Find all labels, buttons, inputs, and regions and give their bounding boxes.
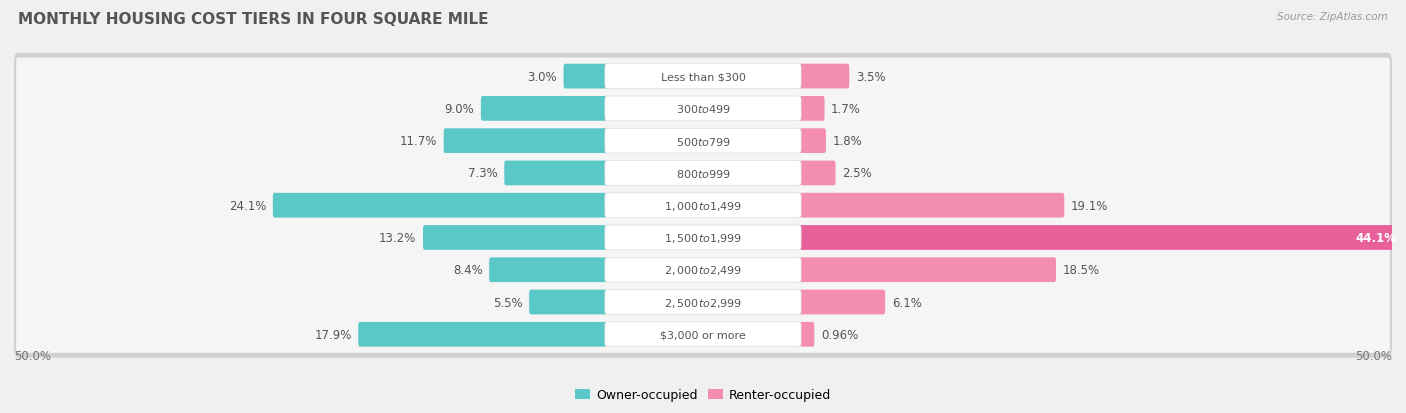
FancyBboxPatch shape [605, 193, 801, 218]
Text: 7.3%: 7.3% [468, 167, 498, 180]
FancyBboxPatch shape [14, 183, 1392, 229]
FancyBboxPatch shape [481, 97, 609, 121]
Text: 3.0%: 3.0% [527, 71, 557, 83]
Text: 1.8%: 1.8% [832, 135, 862, 148]
FancyBboxPatch shape [14, 150, 1392, 197]
FancyBboxPatch shape [564, 64, 609, 89]
Text: 11.7%: 11.7% [399, 135, 437, 148]
Text: $1,500 to $1,999: $1,500 to $1,999 [664, 231, 742, 244]
FancyBboxPatch shape [605, 64, 801, 89]
FancyBboxPatch shape [444, 129, 609, 154]
FancyBboxPatch shape [797, 64, 849, 89]
Text: 50.0%: 50.0% [1355, 349, 1392, 362]
FancyBboxPatch shape [529, 290, 609, 315]
FancyBboxPatch shape [797, 161, 835, 186]
Text: $1,000 to $1,499: $1,000 to $1,499 [664, 199, 742, 212]
Text: Source: ZipAtlas.com: Source: ZipAtlas.com [1277, 12, 1388, 22]
Text: $2,500 to $2,999: $2,500 to $2,999 [664, 296, 742, 309]
FancyBboxPatch shape [605, 322, 801, 347]
FancyBboxPatch shape [605, 225, 801, 250]
FancyBboxPatch shape [15, 123, 1391, 160]
Text: 6.1%: 6.1% [891, 296, 922, 309]
FancyBboxPatch shape [797, 322, 814, 347]
Text: 13.2%: 13.2% [380, 231, 416, 244]
Text: $2,000 to $2,499: $2,000 to $2,499 [664, 263, 742, 277]
Text: 17.9%: 17.9% [315, 328, 352, 341]
Text: $800 to $999: $800 to $999 [675, 168, 731, 180]
Text: 9.0%: 9.0% [444, 103, 474, 116]
FancyBboxPatch shape [15, 58, 1391, 95]
FancyBboxPatch shape [423, 225, 609, 250]
Text: 5.5%: 5.5% [494, 296, 523, 309]
Text: 0.96%: 0.96% [821, 328, 858, 341]
FancyBboxPatch shape [797, 97, 824, 121]
FancyBboxPatch shape [14, 311, 1392, 358]
FancyBboxPatch shape [15, 252, 1391, 289]
FancyBboxPatch shape [14, 279, 1392, 325]
FancyBboxPatch shape [15, 284, 1391, 321]
Text: 3.5%: 3.5% [856, 71, 886, 83]
Text: $3,000 or more: $3,000 or more [661, 330, 745, 339]
Text: 2.5%: 2.5% [842, 167, 872, 180]
FancyBboxPatch shape [797, 290, 886, 315]
FancyBboxPatch shape [797, 129, 825, 154]
FancyBboxPatch shape [14, 247, 1392, 293]
FancyBboxPatch shape [15, 187, 1391, 224]
FancyBboxPatch shape [505, 161, 609, 186]
Text: 8.4%: 8.4% [453, 263, 482, 277]
Text: Less than $300: Less than $300 [661, 72, 745, 82]
Text: $500 to $799: $500 to $799 [675, 135, 731, 147]
FancyBboxPatch shape [605, 129, 801, 154]
FancyBboxPatch shape [797, 258, 1056, 282]
Text: $300 to $499: $300 to $499 [675, 103, 731, 115]
FancyBboxPatch shape [489, 258, 609, 282]
FancyBboxPatch shape [605, 161, 801, 186]
FancyBboxPatch shape [359, 322, 609, 347]
FancyBboxPatch shape [15, 219, 1391, 256]
FancyBboxPatch shape [797, 193, 1064, 218]
FancyBboxPatch shape [14, 86, 1392, 133]
FancyBboxPatch shape [605, 97, 801, 121]
Text: 18.5%: 18.5% [1063, 263, 1099, 277]
Text: 50.0%: 50.0% [14, 349, 51, 362]
FancyBboxPatch shape [15, 316, 1391, 353]
Text: MONTHLY HOUSING COST TIERS IN FOUR SQUARE MILE: MONTHLY HOUSING COST TIERS IN FOUR SQUAR… [18, 12, 489, 27]
Text: 44.1%: 44.1% [1355, 231, 1396, 244]
FancyBboxPatch shape [273, 193, 609, 218]
FancyBboxPatch shape [605, 258, 801, 282]
FancyBboxPatch shape [15, 90, 1391, 128]
Text: 24.1%: 24.1% [229, 199, 266, 212]
FancyBboxPatch shape [14, 54, 1392, 100]
Text: 19.1%: 19.1% [1071, 199, 1108, 212]
FancyBboxPatch shape [14, 214, 1392, 261]
Text: 1.7%: 1.7% [831, 103, 860, 116]
FancyBboxPatch shape [605, 290, 801, 315]
Legend: Owner-occupied, Renter-occupied: Owner-occupied, Renter-occupied [575, 388, 831, 401]
FancyBboxPatch shape [797, 225, 1406, 250]
FancyBboxPatch shape [14, 118, 1392, 165]
FancyBboxPatch shape [15, 155, 1391, 192]
